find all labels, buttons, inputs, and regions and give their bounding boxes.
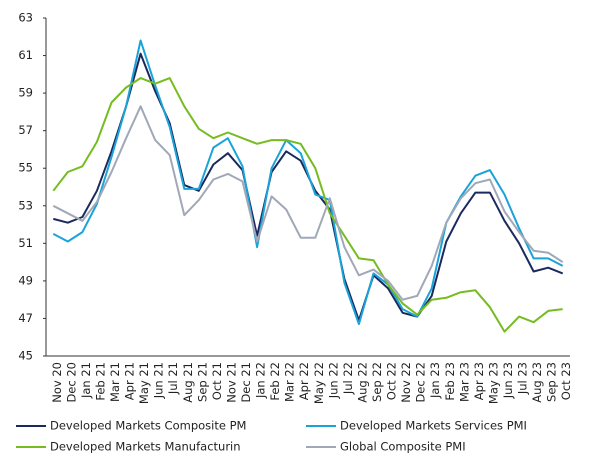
x-tick-label: Oct 21: [210, 362, 224, 400]
x-tick-label: Mar 23: [457, 362, 471, 402]
y-tick-label: 55: [18, 161, 33, 175]
legend-label: Developed Markets Composite PM: [50, 419, 246, 433]
y-tick-label: 59: [18, 86, 33, 100]
series-line: [52, 105, 564, 301]
x-tick-label: Apr 22: [297, 362, 311, 400]
x-tick-label: Aug 22: [355, 362, 369, 403]
y-tick-label: 47: [18, 311, 33, 325]
x-tick-label: Aug 23: [530, 362, 544, 403]
y-tick-label: 51: [18, 236, 33, 250]
y-tick-label: 57: [18, 123, 33, 137]
x-tick-label: Feb 22: [268, 362, 282, 401]
y-tick-label: 49: [18, 273, 33, 287]
x-tick-label: Jun 21: [152, 362, 166, 399]
series-line: [52, 77, 563, 333]
x-tick-label: Jul 23: [516, 362, 530, 395]
x-tick-label: Feb 21: [93, 362, 107, 401]
x-tick-label: Feb 23: [443, 362, 457, 401]
x-tick-label: Jan 23: [428, 362, 442, 399]
x-tick-label: Mar 21: [108, 362, 122, 402]
x-tick-label: Sep 22: [370, 362, 384, 402]
x-tick-label: Dec 22: [414, 362, 428, 403]
x-tick-label: Sep 23: [545, 362, 559, 402]
x-tick-label: May 23: [486, 362, 500, 404]
legend-label: Developed Markets Manufacturin: [50, 440, 241, 454]
x-tick-label: Mar 22: [283, 362, 297, 402]
x-tick-label: May 21: [137, 362, 151, 404]
x-tick-label: Oct 22: [385, 362, 399, 400]
x-tick-label: Jun 23: [501, 362, 515, 399]
x-tick-label: Nov 21: [224, 362, 238, 403]
legend-label: Developed Markets Services PMI: [340, 419, 527, 433]
y-tick-label: 61: [18, 48, 33, 62]
x-tick-label: Apr 21: [123, 362, 137, 400]
x-tick-label: Nov 20: [50, 362, 64, 403]
legend-label: Global Composite PMI: [340, 440, 466, 454]
x-tick-label: Aug 21: [181, 362, 195, 403]
x-tick-label: Jan 22: [254, 362, 268, 399]
x-tick-label: Jun 22: [326, 362, 340, 399]
x-tick-label: Nov 22: [399, 362, 413, 403]
y-tick-label: 63: [18, 11, 33, 25]
y-tick-label: 45: [18, 349, 33, 363]
y-tick-label: 53: [18, 198, 33, 212]
x-tick-label: Dec 20: [64, 362, 78, 403]
x-tick-label: Jan 21: [79, 362, 93, 399]
series-line: [52, 39, 564, 326]
x-tick-label: Apr 23: [472, 362, 486, 400]
x-tick-label: Sep 21: [195, 362, 209, 402]
x-tick-label: Oct 23: [559, 362, 573, 400]
x-tick-label: Jul 21: [166, 362, 180, 395]
x-tick-label: May 22: [312, 362, 326, 404]
x-tick-label: Jul 22: [341, 362, 355, 395]
x-tick-label: Dec 21: [239, 362, 253, 403]
